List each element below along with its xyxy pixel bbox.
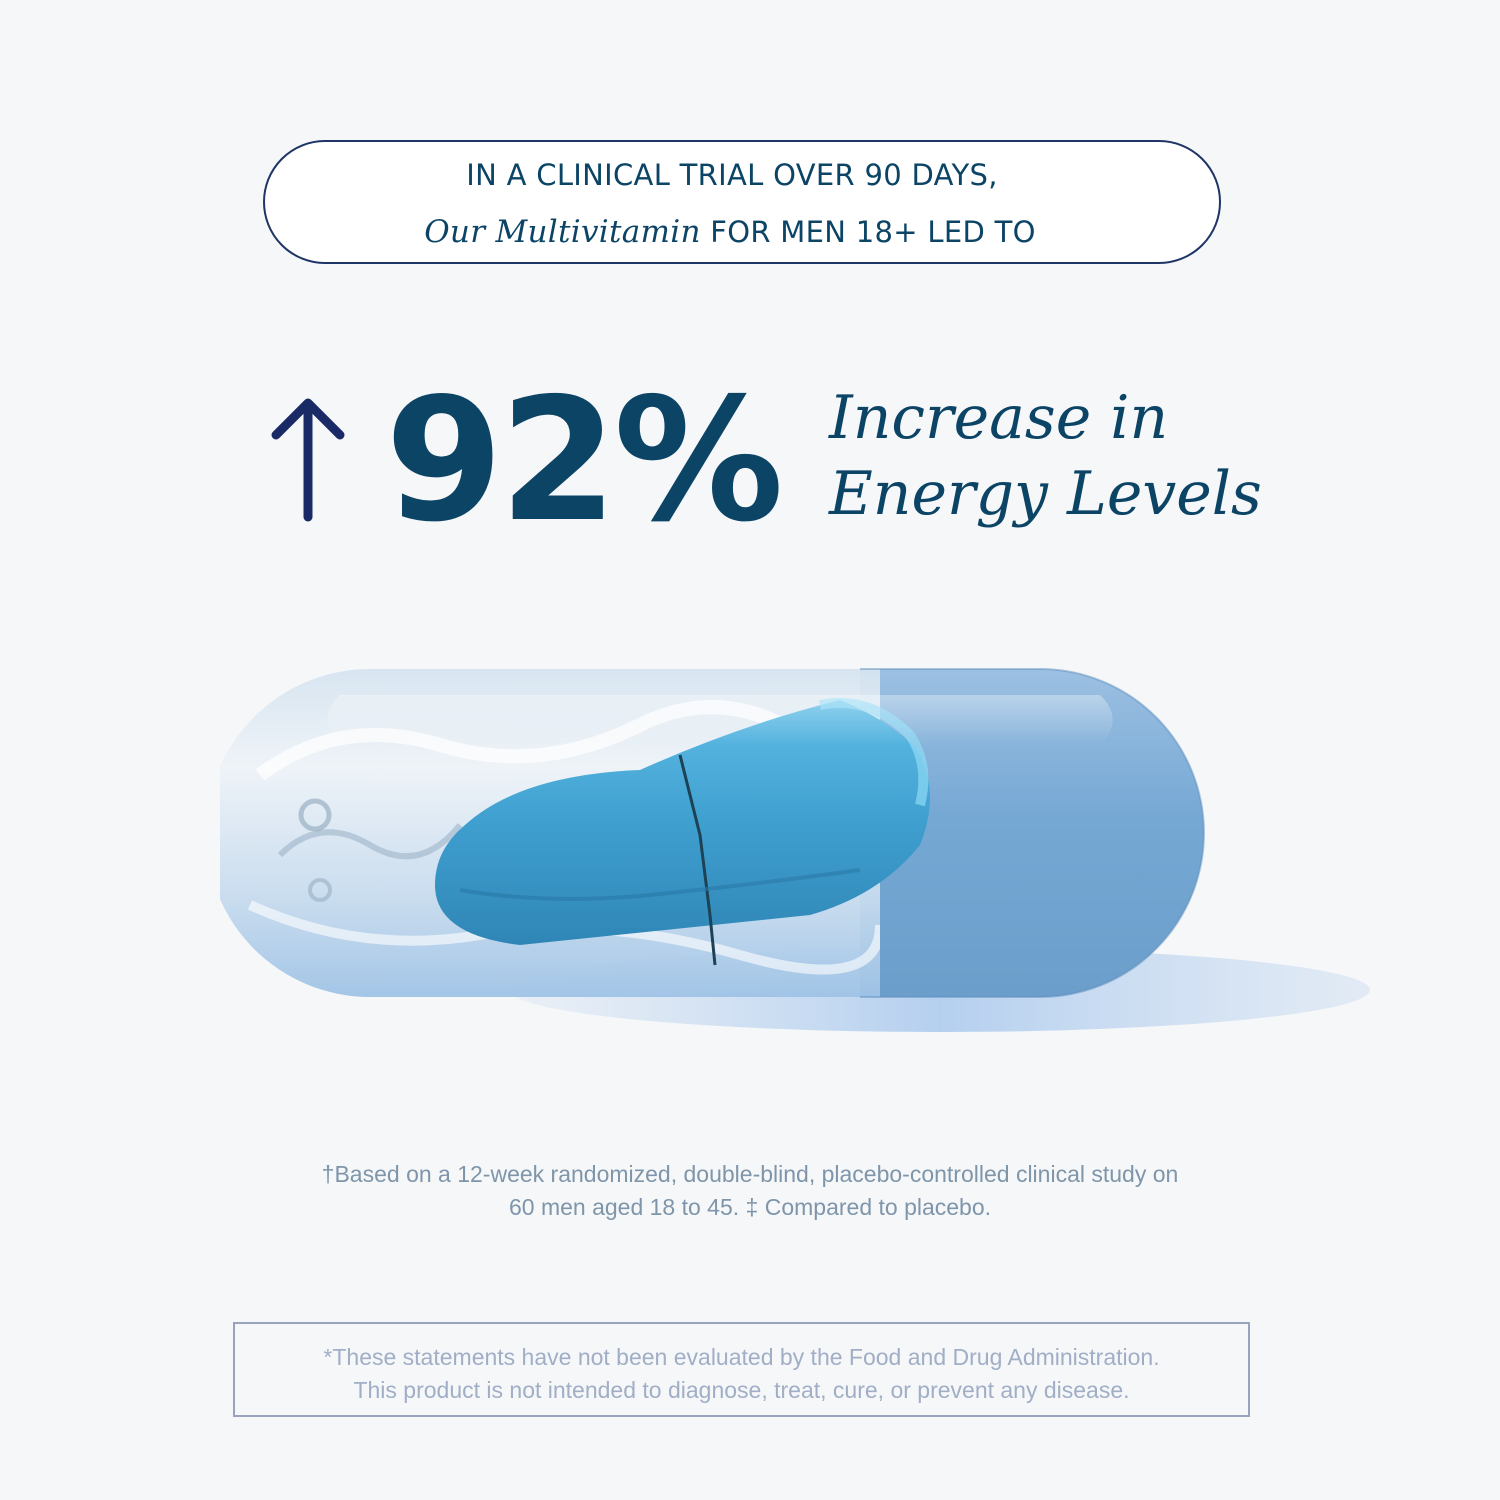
stat-value: 92% bbox=[385, 362, 784, 560]
fda-disclaimer: *These statements have not been evaluate… bbox=[233, 1322, 1250, 1417]
stat-label-line-2: Energy Levels bbox=[829, 459, 1262, 529]
headline-line-1: IN A CLINICAL TRIAL OVER 90 DAYS, bbox=[466, 158, 998, 192]
stat-label: Increase in Energy Levels bbox=[829, 380, 1262, 532]
footnote: †Based on a 12-week randomized, double-b… bbox=[0, 1158, 1500, 1224]
stat-label-line-1: Increase in bbox=[829, 383, 1169, 453]
capsule-image bbox=[220, 668, 1370, 1032]
footnote-line-1: †Based on a 12-week randomized, double-b… bbox=[321, 1161, 1179, 1187]
arrow-up-icon bbox=[271, 398, 345, 522]
headline-line-2: Our Multivitamin FOR MEN 18+ LED TO bbox=[253, 214, 1207, 250]
disclaimer-line-1: *These statements have not been evaluate… bbox=[323, 1344, 1160, 1370]
footnote-line-2: 60 men aged 18 to 45. ‡ Compared to plac… bbox=[508, 1194, 992, 1220]
product-name: Our Multivitamin bbox=[424, 214, 701, 250]
headline-line-2-rest: FOR MEN 18+ LED TO bbox=[700, 215, 1036, 249]
headline-pill: IN A CLINICAL TRIAL OVER 90 DAYS, Our Mu… bbox=[263, 140, 1221, 264]
disclaimer-line-2: This product is not intended to diagnose… bbox=[353, 1377, 1130, 1403]
